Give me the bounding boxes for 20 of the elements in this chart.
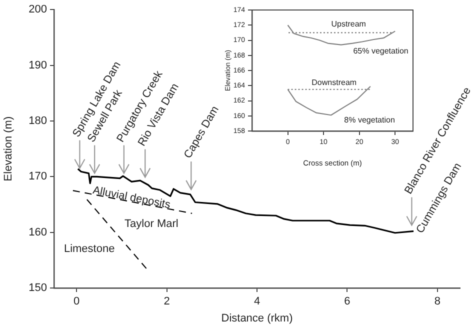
x-tick-label: 2 <box>164 296 170 308</box>
y-tick-label: 200 <box>28 4 47 16</box>
y-tick-label: 150 <box>28 282 47 294</box>
y-tick-label: 190 <box>28 59 47 72</box>
annotation: 65% vegetation <box>353 46 408 56</box>
x-tick-label: 0 <box>73 296 80 308</box>
annotation: Limestone <box>64 243 115 256</box>
x-tick-label: 4 <box>254 296 260 308</box>
y-tick-label: 180 <box>28 114 47 127</box>
annotation: Taylor Marl <box>124 218 178 230</box>
y-tick-label: 160 <box>28 226 47 238</box>
x-axis-title: Distance (rkm) <box>221 312 293 324</box>
y-tick-label: 170 <box>28 170 47 183</box>
x-tick-label: 8 <box>434 296 441 308</box>
annotation: Downstream <box>312 78 357 87</box>
annotation: Upstream <box>331 20 366 29</box>
y-axis-title: Elevation (m) <box>2 116 15 182</box>
annotation: Alluvial deposits <box>92 184 172 212</box>
annotation: 8% vegetation <box>344 115 395 124</box>
x-tick-label: 6 <box>344 296 350 308</box>
